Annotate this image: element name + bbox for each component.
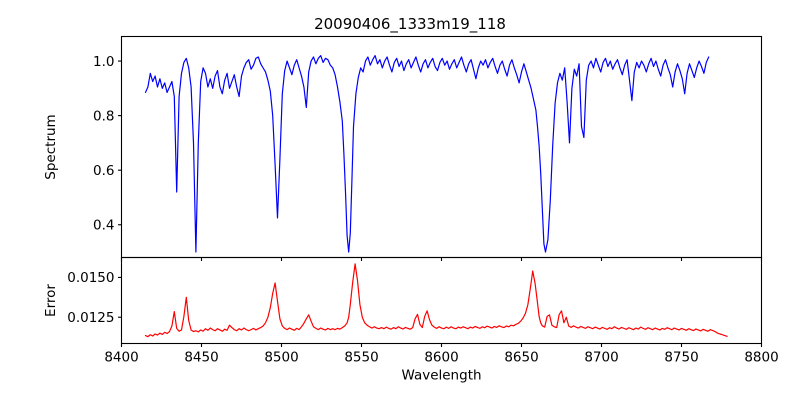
- xtick-label: 8600: [424, 350, 458, 366]
- page-title: 20090406_1333m19_118: [314, 15, 506, 34]
- xtick-label: 8450: [184, 350, 218, 366]
- ytick-label: 0.0125: [67, 310, 114, 326]
- spectrum-data-line: [144, 55, 710, 253]
- ytick-label: 0.8: [93, 108, 114, 124]
- x-axis-label: Wavelength: [401, 368, 481, 384]
- ytick-label: 0.4: [93, 218, 114, 234]
- ytick-label: 0.0150: [67, 270, 114, 286]
- error-data-line: [144, 263, 728, 338]
- spectrum-ytick-labels: 0.4 0.6 0.8 1.0: [93, 54, 114, 234]
- xtick-label: 8650: [504, 350, 538, 366]
- xtick-label: 8500: [264, 350, 298, 366]
- ytick-label: 1.0: [93, 54, 114, 70]
- xtick-label: 8700: [584, 350, 618, 366]
- xtick-label: 8400: [104, 350, 138, 366]
- error-tick-group: [118, 276, 763, 347]
- ytick-label: 0.6: [93, 163, 114, 179]
- error-y-axis-label: Error: [43, 284, 59, 317]
- error-panel: 0.0125 0.0150 8400 8450 8500 8550 8600 8650 870…: [43, 256, 779, 384]
- error-xtick-labels: 8400 8450 8500 8550 8600 8650 8700 8750 8800: [104, 350, 778, 366]
- spectrum-y-axis-label: Spectrum: [43, 114, 59, 179]
- xtick-label: 8550: [344, 350, 378, 366]
- xtick-label: 8800: [744, 350, 778, 366]
- xtick-label: 8750: [664, 350, 698, 366]
- error-ytick-labels: 0.0125 0.0150: [67, 270, 114, 326]
